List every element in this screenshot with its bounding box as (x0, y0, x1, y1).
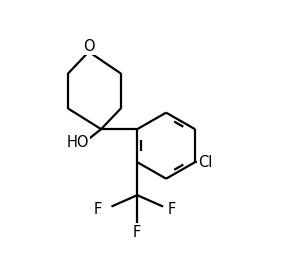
Text: F: F (167, 202, 176, 217)
Text: Cl: Cl (198, 155, 212, 170)
Text: HO: HO (66, 135, 88, 150)
Text: O: O (83, 39, 94, 54)
Text: F: F (133, 225, 141, 240)
Text: F: F (94, 202, 102, 217)
